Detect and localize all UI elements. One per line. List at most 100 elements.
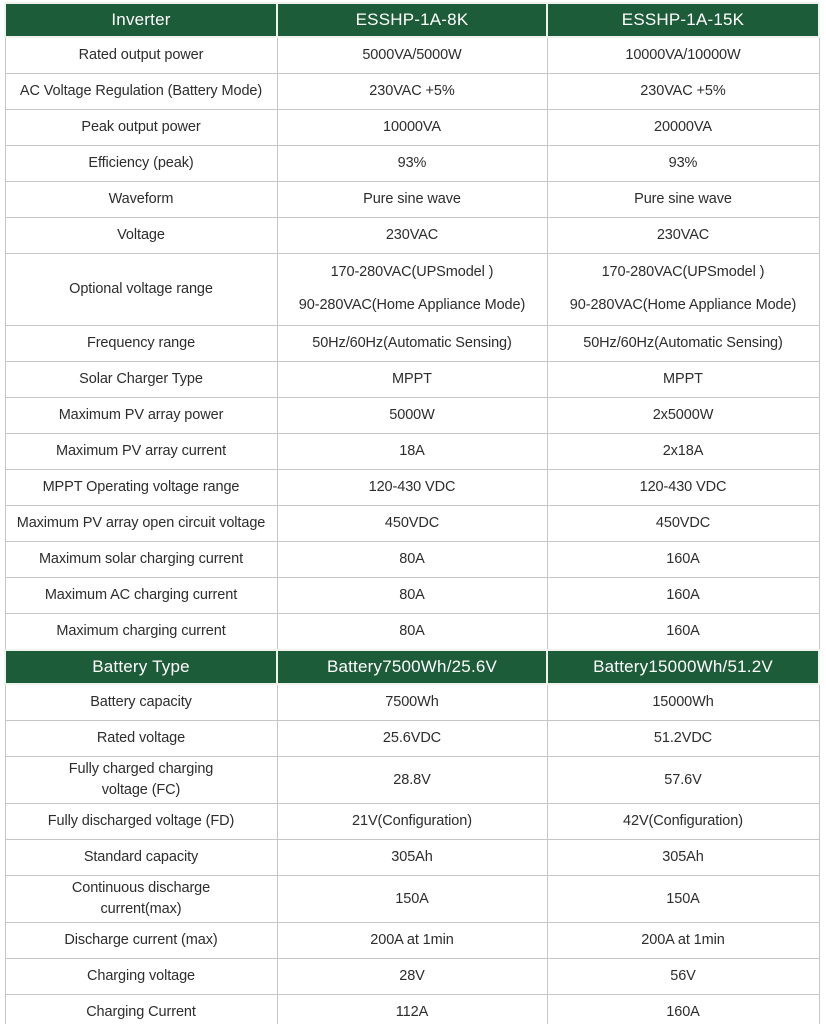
spec-value: 80A (276, 612, 548, 651)
spec-value: 15000Wh (546, 683, 820, 721)
spec-row: Fully discharged voltage (FD) 21V(Configu… (4, 802, 820, 840)
spec-row: Voltage 230VAC 230VAC (4, 217, 820, 254)
spec-value: 160A (546, 612, 820, 651)
spec-value: 305Ah (546, 838, 820, 876)
spec-value: 170-280VAC(UPSmodel ) 90-280VAC(Home App… (546, 253, 820, 326)
spec-value: 18A (276, 432, 548, 470)
spec-row: Charging voltage 28V 56V (4, 957, 820, 995)
spec-label: AC Voltage Regulation (Battery Mode) (4, 73, 278, 110)
spec-value: 2x18A (546, 432, 820, 470)
spec-value: 170-280VAC(UPSmodel ) 90-280VAC(Home App… (276, 253, 548, 326)
spec-value: 5000W (276, 396, 548, 434)
spec-value: MPPT (546, 360, 820, 398)
spec-value: 50Hz/60Hz(Automatic Sensing) (546, 324, 820, 362)
spec-value: 450VDC (546, 504, 820, 542)
spec-value: 160A (546, 576, 820, 614)
spec-value: 20000VA (546, 109, 820, 146)
spec-label: Maximum charging current (4, 612, 278, 651)
spec-value: 160A (546, 540, 820, 578)
spec-label: Charging voltage (4, 957, 278, 995)
spec-label: Standard capacity (4, 838, 278, 876)
spec-row: Maximum charging current 80A 160A (4, 612, 820, 651)
spec-label: Maximum PV array power (4, 396, 278, 434)
section-header-cell: Battery7500Wh/25.6V (276, 648, 548, 685)
spec-label: Continuous discharge current(max) (4, 874, 278, 923)
spec-row: Rated output power 5000VA/5000W 10000VA/10… (4, 36, 820, 74)
spec-row: Battery capacity 7500Wh 15000Wh (4, 683, 820, 721)
spec-value: 200A at 1min (546, 921, 820, 959)
spec-row: Fully charged charging voltage (FC) 28.8V… (4, 755, 820, 804)
spec-value: 25.6VDC (276, 719, 548, 757)
spec-row: Maximum PV array open circuit voltage 450… (4, 504, 820, 542)
spec-value: 200A at 1min (276, 921, 548, 959)
spec-label: Solar Charger Type (4, 360, 278, 398)
spec-label: Voltage (4, 217, 278, 254)
spec-row: AC Voltage Regulation (Battery Mode) 230V… (4, 73, 820, 110)
spec-value: 5000VA/5000W (276, 36, 548, 74)
spec-value: 112A (276, 993, 548, 1024)
spec-value: 150A (546, 874, 820, 923)
spec-value: 230VAC +5% (546, 73, 820, 110)
spec-value: 28V (276, 957, 548, 995)
spec-label: MPPT Operating voltage range (4, 468, 278, 506)
spec-value: 120-430 VDC (546, 468, 820, 506)
spec-label: Optional voltage range (4, 253, 278, 326)
spec-label: Battery capacity (4, 683, 278, 721)
spec-value: 93% (546, 145, 820, 182)
spec-row: Maximum solar charging current 80A 160A (4, 540, 820, 578)
spec-value: 51.2VDC (546, 719, 820, 757)
spec-row: Waveform Pure sine wave Pure sine wave (4, 181, 820, 218)
spec-label: Frequency range (4, 324, 278, 362)
spec-label: Rated voltage (4, 719, 278, 757)
spec-row: MPPT Operating voltage range 120-430 VDC 1… (4, 468, 820, 506)
spec-value: 21V(Configuration) (276, 802, 548, 840)
section-header-cell: ESSHP-1A-8K (276, 2, 548, 38)
spec-row: Charging Current 112A 160A (4, 993, 820, 1024)
spec-table: Inverter ESSHP-1A-8K ESSHP-1A-15K Rated out… (4, 2, 820, 1024)
spec-value: 450VDC (276, 504, 548, 542)
spec-value: 2x5000W (546, 396, 820, 434)
spec-label: Discharge current (max) (4, 921, 278, 959)
spec-value: 305Ah (276, 838, 548, 876)
spec-value: 10000VA/10000W (546, 36, 820, 74)
spec-row: Discharge current (max) 200A at 1min 200A … (4, 921, 820, 959)
spec-value: 57.6V (546, 755, 820, 804)
spec-value: 10000VA (276, 109, 548, 146)
spec-value: 150A (276, 874, 548, 923)
spec-row: Rated voltage 25.6VDC 51.2VDC (4, 719, 820, 757)
spec-label: Rated output power (4, 36, 278, 74)
section-header-cell: Battery15000Wh/51.2V (546, 648, 820, 685)
spec-label: Efficiency (peak) (4, 145, 278, 182)
spec-value: 28.8V (276, 755, 548, 804)
spec-label: Fully discharged voltage (FD) (4, 802, 278, 840)
spec-table-body: Inverter ESSHP-1A-8K ESSHP-1A-15K Rated out… (4, 2, 820, 1024)
spec-value: Pure sine wave (546, 181, 820, 218)
spec-value: MPPT (276, 360, 548, 398)
spec-value: 230VAC (546, 217, 820, 254)
section-header-cell: Battery Type (4, 648, 278, 685)
spec-value: Pure sine wave (276, 181, 548, 218)
section-header-row: Battery Type Battery7500Wh/25.6V Battery15… (4, 648, 820, 685)
spec-label: Fully charged charging voltage (FC) (4, 755, 278, 804)
spec-value: 7500Wh (276, 683, 548, 721)
spec-row: Solar Charger Type MPPT MPPT (4, 360, 820, 398)
spec-value: 42V(Configuration) (546, 802, 820, 840)
spec-row: Frequency range 50Hz/60Hz(Automatic Sensi… (4, 324, 820, 362)
spec-label: Maximum PV array open circuit voltage (4, 504, 278, 542)
section-header-cell: ESSHP-1A-15K (546, 2, 820, 38)
spec-label: Peak output power (4, 109, 278, 146)
spec-row: Peak output power 10000VA 20000VA (4, 109, 820, 146)
spec-value: 80A (276, 576, 548, 614)
spec-label: Charging Current (4, 993, 278, 1024)
spec-row: Maximum AC charging current 80A 160A (4, 576, 820, 614)
spec-value: 120-430 VDC (276, 468, 548, 506)
spec-row: Maximum PV array current 18A 2x18A (4, 432, 820, 470)
spec-label: Maximum AC charging current (4, 576, 278, 614)
spec-row: Efficiency (peak) 93% 93% (4, 145, 820, 182)
spec-row: Optional voltage range 170-280VAC(UPSmode… (4, 253, 820, 326)
spec-value: 93% (276, 145, 548, 182)
spec-value: 230VAC (276, 217, 548, 254)
spec-value: 160A (546, 993, 820, 1024)
spec-label: Maximum solar charging current (4, 540, 278, 578)
